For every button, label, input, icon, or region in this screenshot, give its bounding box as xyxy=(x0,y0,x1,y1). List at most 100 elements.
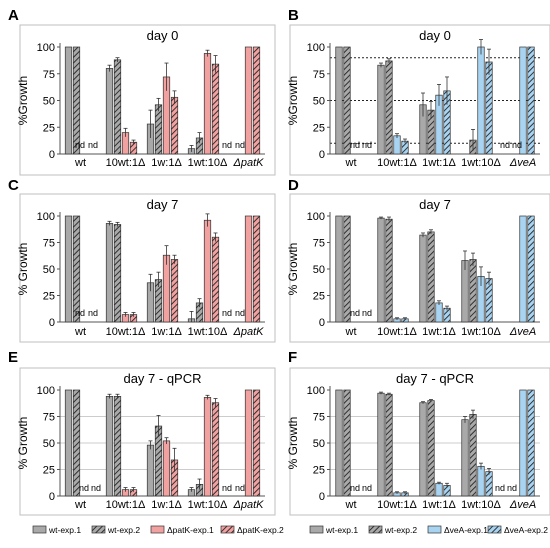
bar xyxy=(527,215,535,323)
legend-label: wt-exp.2 xyxy=(384,525,417,535)
bar xyxy=(477,465,485,497)
nd-label: nd xyxy=(512,140,522,150)
category-label: 1wt:10Δ xyxy=(461,499,501,511)
y-tick-label: 100 xyxy=(307,211,325,223)
nd-label: nd xyxy=(362,483,372,493)
nd-label: nd xyxy=(235,483,245,493)
bar xyxy=(252,215,261,323)
bar xyxy=(527,46,535,155)
y-tick-label: 0 xyxy=(319,491,325,503)
bar xyxy=(72,46,81,155)
panel-title: day 7 xyxy=(147,197,179,212)
bar xyxy=(170,96,179,155)
bar xyxy=(113,396,122,497)
bar xyxy=(154,104,163,155)
bar xyxy=(485,61,493,155)
panel-letter: C xyxy=(8,177,19,194)
category-label: ΔveA xyxy=(509,326,536,338)
legend-swatch xyxy=(487,525,502,534)
bar xyxy=(427,231,435,323)
legend-swatch xyxy=(220,525,235,534)
nd-label: nd xyxy=(79,483,89,493)
legend-label: ΔpatK-exp.1 xyxy=(167,525,214,535)
nd-label: nd xyxy=(500,140,510,150)
panel-title: day 0 xyxy=(147,28,179,43)
category-label: 1wt:10Δ xyxy=(461,326,501,338)
category-label: 1wt:1Δ xyxy=(422,157,456,169)
nd-label: nd xyxy=(222,308,232,318)
legend-label: wt-exp.1 xyxy=(48,525,81,535)
bar xyxy=(469,414,477,497)
bar xyxy=(435,302,443,323)
bar xyxy=(252,389,261,497)
legend-label: wt-exp.1 xyxy=(325,525,358,535)
nd-label: nd xyxy=(222,140,232,150)
panel-frame xyxy=(289,193,550,343)
category-label: 1wt:10Δ xyxy=(188,499,228,511)
bar xyxy=(385,218,393,323)
legend-label: ΔveA-exp.1 xyxy=(444,525,488,535)
category-label: 10wt:1Δ xyxy=(106,157,146,169)
category-label: 1w:1Δ xyxy=(151,326,182,338)
panel-letter: E xyxy=(8,349,18,366)
category-label: 1w:1Δ xyxy=(151,499,182,511)
y-tick-label: 50 xyxy=(43,264,55,276)
nd-label: nd xyxy=(350,140,360,150)
legend-swatch xyxy=(150,525,165,534)
bar xyxy=(211,63,220,155)
bar xyxy=(113,59,122,155)
bar xyxy=(113,224,122,323)
y-tick-label: 75 xyxy=(313,69,325,81)
panel-title: day 0 xyxy=(419,28,451,43)
bar xyxy=(485,471,493,497)
legend-label: ΔveA-exp.2 xyxy=(504,525,548,535)
bar xyxy=(485,278,493,323)
nd-label: nd xyxy=(88,308,98,318)
legend-swatch xyxy=(91,525,106,534)
y-tick-label: 25 xyxy=(43,291,55,303)
category-label: 10wt:1Δ xyxy=(377,157,417,169)
bar xyxy=(64,46,73,155)
bar xyxy=(435,482,443,497)
category-label: wt xyxy=(74,499,86,511)
category-label: ΔpatK xyxy=(232,326,264,338)
panel-frame xyxy=(19,193,276,343)
legend-swatch xyxy=(368,525,383,534)
bar xyxy=(519,46,527,155)
nd-label: nd xyxy=(507,483,517,493)
category-label: ΔveA xyxy=(509,499,536,511)
legend: wt-exp.1 wt-exp.2 ΔpatK-exp.1 ΔpatK-exp.2 xyxy=(32,525,284,535)
category-label: 1w:1Δ xyxy=(151,157,182,169)
panel-frame xyxy=(19,24,276,176)
panel-letter: D xyxy=(288,177,299,194)
category-label: wt xyxy=(345,326,357,338)
panel-letter: B xyxy=(288,7,299,24)
y-axis-label: %Growth xyxy=(16,76,30,125)
bar xyxy=(170,259,179,323)
y-tick-label: 50 xyxy=(43,438,55,450)
y-tick-label: 100 xyxy=(307,385,325,397)
nd-label: nd xyxy=(495,483,505,493)
panel-frame xyxy=(289,24,550,176)
y-tick-label: 100 xyxy=(307,42,325,54)
bar xyxy=(105,396,114,497)
nd-label: nd xyxy=(350,483,360,493)
bar xyxy=(393,135,401,155)
bar xyxy=(335,215,343,323)
category-label: 10wt:1Δ xyxy=(377,499,417,511)
y-tick-label: 75 xyxy=(43,69,55,81)
y-tick-label: 25 xyxy=(313,122,325,134)
bar xyxy=(146,444,155,497)
bar xyxy=(335,46,343,155)
nd-label: nd xyxy=(88,140,98,150)
legend-label: wt-exp.2 xyxy=(107,525,140,535)
y-tick-label: 50 xyxy=(313,438,325,450)
bar xyxy=(527,389,535,497)
y-axis-label: % Growth xyxy=(16,243,30,296)
bar xyxy=(469,259,477,323)
y-tick-label: 50 xyxy=(43,96,55,108)
panel-letter: A xyxy=(8,7,19,24)
category-label: 10wt:1Δ xyxy=(106,499,146,511)
